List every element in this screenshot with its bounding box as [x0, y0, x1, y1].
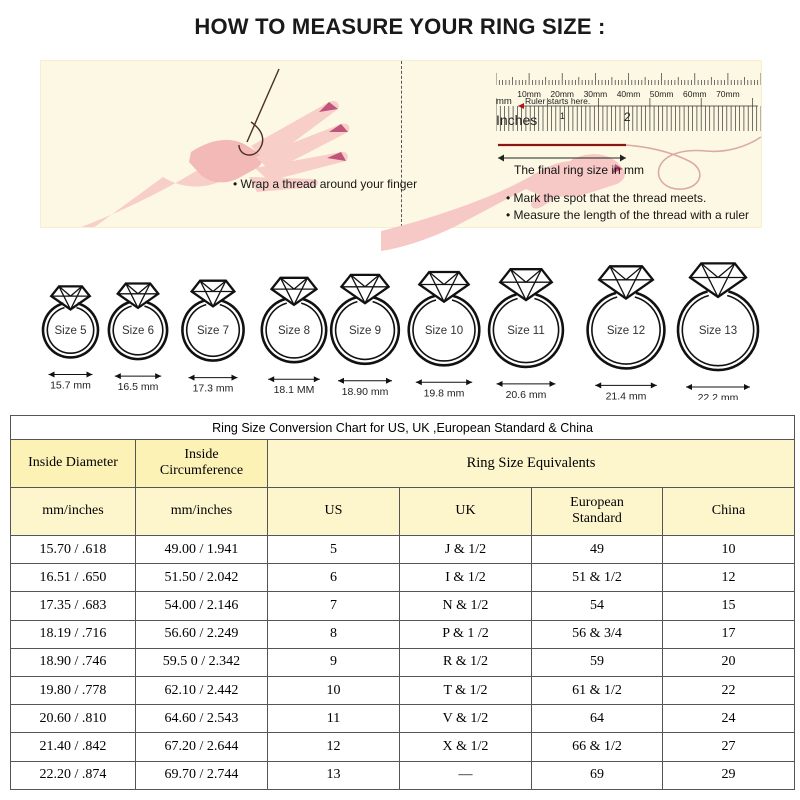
svg-text:22.2 mm: 22.2 mm [698, 392, 739, 400]
svg-text:Size 6: Size 6 [122, 325, 154, 337]
svg-text:20.6 mm: 20.6 mm [506, 389, 547, 400]
svg-text:Size 11: Size 11 [507, 325, 545, 337]
svg-text:Size 5: Size 5 [55, 325, 87, 337]
svg-text:16.5 mm: 16.5 mm [118, 381, 159, 393]
svg-text:18.90 mm: 18.90 mm [342, 386, 389, 398]
svg-text:Size 10: Size 10 [425, 325, 463, 337]
svg-text:Ruler starts here.: Ruler starts here. [525, 96, 590, 106]
svg-text:mm: mm [496, 96, 512, 107]
svg-text:Size 7: Size 7 [197, 325, 229, 337]
svg-text:Size 8: Size 8 [278, 325, 310, 337]
svg-text:Inches: Inches [496, 112, 537, 128]
svg-text:Size 9: Size 9 [349, 325, 381, 337]
svg-text:21.4 mm: 21.4 mm [606, 390, 647, 400]
svg-text:15.7 mm: 15.7 mm [50, 380, 91, 392]
svg-text:Size 12: Size 12 [607, 325, 645, 337]
svg-text:19.8 mm: 19.8 mm [424, 387, 465, 399]
svg-text:40mm: 40mm [617, 89, 641, 99]
svg-text:60mm: 60mm [683, 89, 707, 99]
svg-text:1: 1 [560, 111, 565, 121]
svg-text:18.1 MM: 18.1 MM [274, 384, 315, 396]
svg-text:70mm: 70mm [716, 89, 740, 99]
svg-text:Size 13: Size 13 [699, 325, 737, 337]
svg-text:The final ring size in mm: The final ring size in mm [514, 163, 644, 177]
svg-text:2: 2 [624, 110, 631, 124]
svg-text:17.3 mm: 17.3 mm [193, 383, 234, 395]
svg-text:50mm: 50mm [650, 89, 674, 99]
